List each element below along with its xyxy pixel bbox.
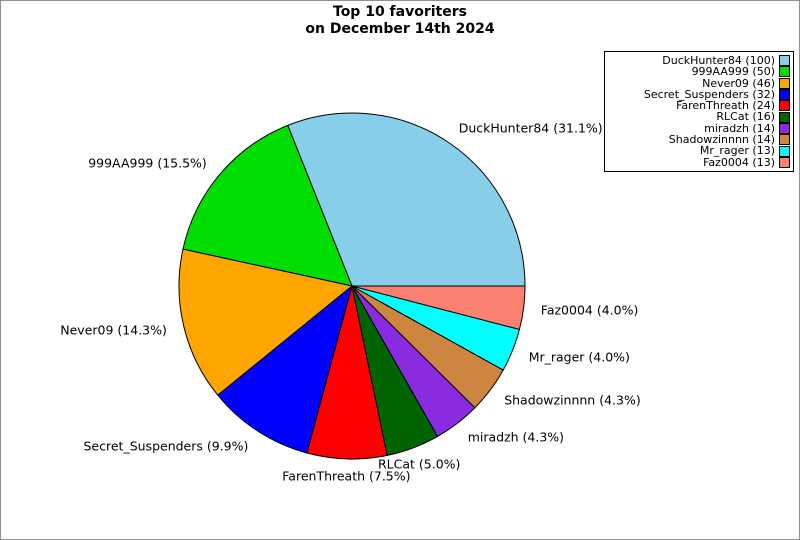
legend-item-Shadowzinnnn: Shadowzinnnn (14) [608,134,790,145]
legend-item-Never09: Never09 (46) [608,76,790,90]
legend-item-Mr_rager: Mr_rager (13) [608,144,790,158]
legend: DuckHunter84 (100) 999AA999 (50) Never09 (… [604,51,794,172]
slice-label-FarenThreath: FarenThreath (7.5%) [282,468,411,484]
slice-label-Secret_Suspenders: Secret_Suspenders (9.9%) [83,438,249,454]
legend-label: Mr_rager (13) [699,144,775,158]
legend-label: 999AA999 (50) [691,65,775,79]
pie-slice-Secret_Suspenders [217,284,353,454]
legend-swatch [779,55,790,67]
pie-slice-Never09 [178,248,354,396]
chart-title: Top 10 favoriters on December 14th 2024 [1,4,799,38]
legend-swatch [779,122,790,134]
legend-label: Never09 (46) [702,76,775,90]
legend-swatch [779,89,790,101]
legend-label: DuckHunter84 (100) [662,54,775,67]
slice-label-DuckHunter84: DuckHunter84 (31.1%) [458,120,603,136]
legend-label: miradzh (14) [704,121,775,135]
legend-item-FarenThreath: FarenThreath (24) [608,100,790,111]
legend-item-RLCat: RLCat (16) [608,110,790,124]
legend-swatch [779,145,790,157]
legend-swatch [779,77,790,89]
slice-label-miradzh: miradzh (4.3%) [467,429,565,445]
pie-slice-Faz0004 [351,285,526,331]
legend-item-miradzh: miradzh (14) [608,121,790,135]
legend-item-DuckHunter84: DuckHunter84 (100) [608,55,790,66]
slice-label-Never09: Never09 (14.3%) [60,322,167,338]
chart-title-line2: on December 14th 2024 [305,21,495,37]
chart-title-line1: Top 10 favoriters [333,4,467,20]
legend-item-Faz0004: Faz0004 (13) [608,155,790,169]
legend-swatch [779,66,790,78]
slice-label-Shadowzinnnn: Shadowzinnnn (4.3%) [504,392,641,408]
legend-item-Secret_Suspenders: Secret_Suspenders (32) [608,89,790,100]
slice-label-Faz0004: Faz0004 (4.0%) [540,302,639,318]
legend-swatch [779,156,790,168]
pie-slice-999AA999 [182,124,353,287]
legend-swatch [779,134,790,146]
pie-slice-DuckHunter84 [287,112,526,287]
slice-label-RLCat: RLCat (5.0%) [377,456,461,472]
legend-swatch [779,111,790,123]
legend-label: RLCat (16) [716,110,775,124]
legend-label: FarenThreath (24) [676,99,775,113]
legend-label: Secret_Suspenders (32) [643,87,775,101]
slice-label-Mr_rager: Mr_rager (4.0%) [528,349,630,365]
legend-label: Shadowzinnnn (14) [668,133,775,147]
legend-label: Faz0004 (13) [703,155,775,169]
legend-item-999AA999: 999AA999 (50) [608,65,790,79]
slice-label-999AA999: 999AA999 (15.5%) [88,155,207,171]
legend-swatch [779,100,790,112]
